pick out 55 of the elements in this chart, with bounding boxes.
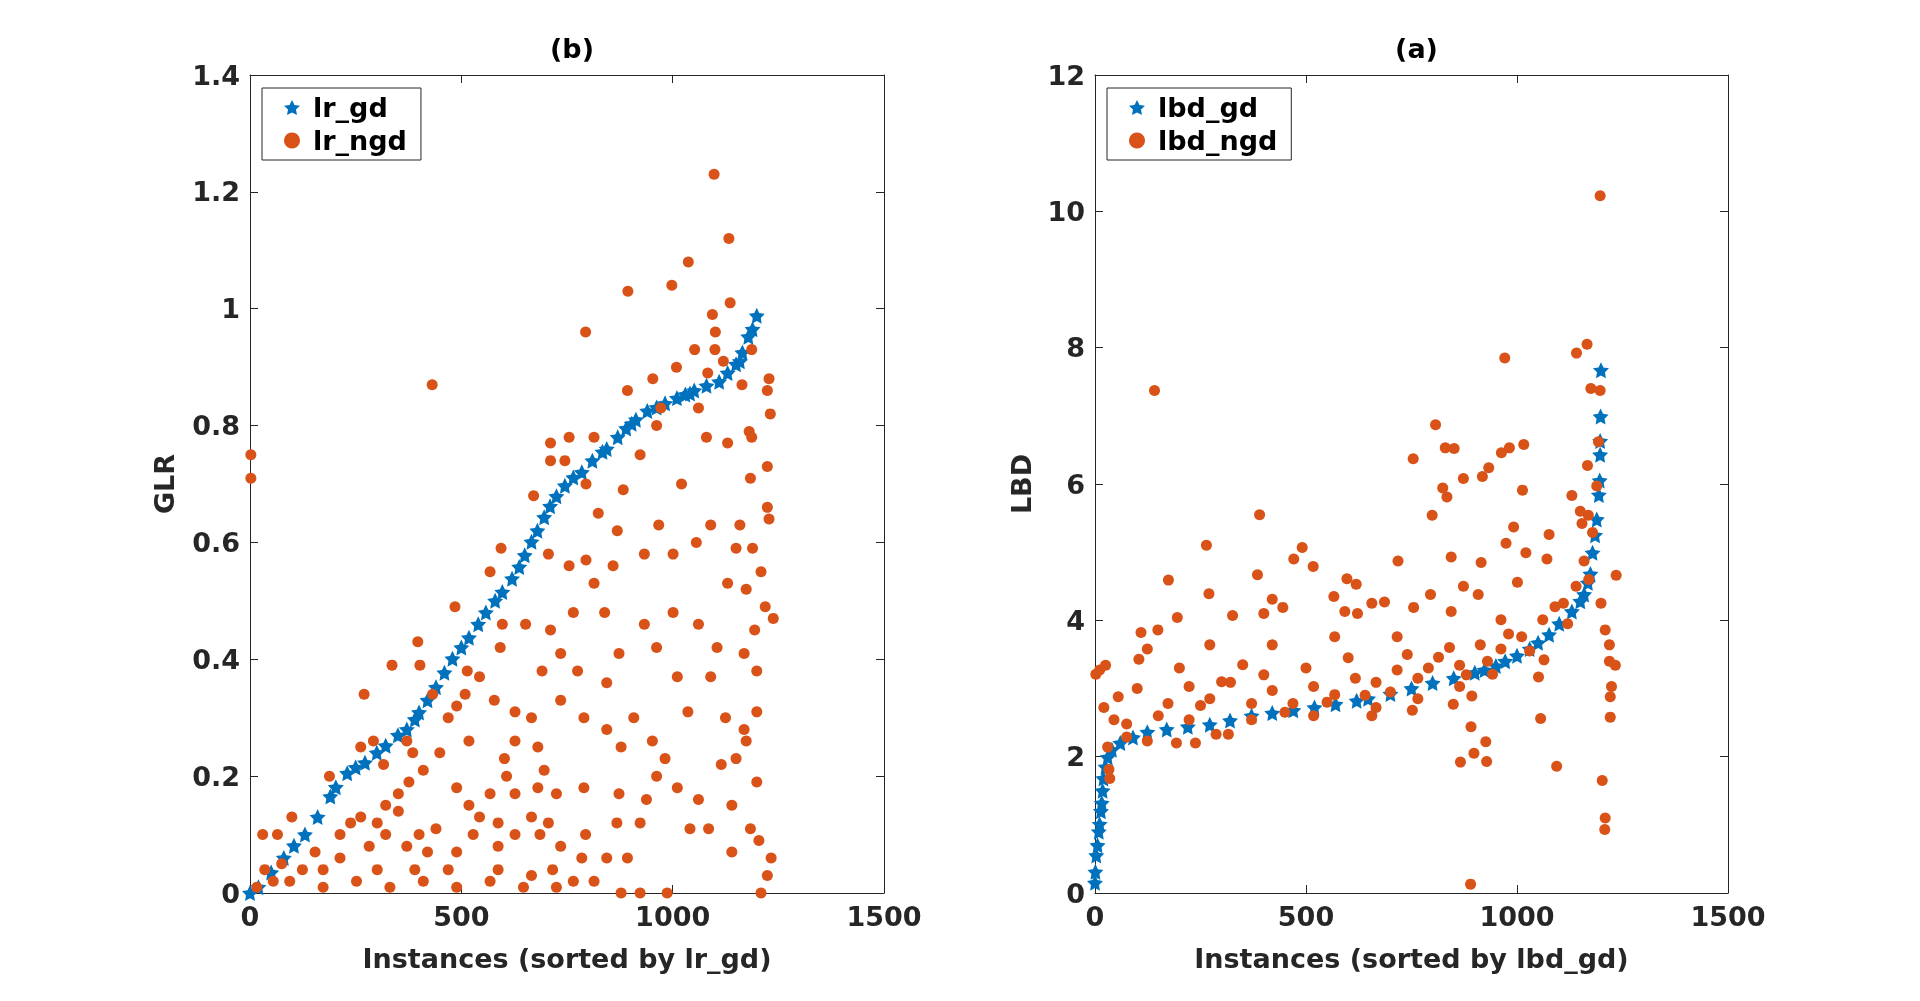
x-tick-label: 500 bbox=[433, 901, 490, 932]
point bbox=[1563, 603, 1580, 620]
point bbox=[1424, 675, 1441, 692]
y-tick-label: 1.4 bbox=[192, 59, 240, 91]
point bbox=[1592, 408, 1609, 425]
point bbox=[1592, 446, 1609, 463]
y-tick-label: 4 bbox=[1066, 604, 1085, 636]
point bbox=[1112, 735, 1129, 752]
y-tick-label: 8 bbox=[1066, 332, 1085, 364]
x-tick-label: 500 bbox=[1277, 901, 1335, 932]
x-axis-title: Instances (sorted by lbd_gd) bbox=[1194, 943, 1629, 974]
point bbox=[1592, 362, 1609, 379]
x-tick-label: 0 bbox=[240, 901, 260, 932]
y-tick-label: 0.4 bbox=[192, 643, 240, 675]
point bbox=[1201, 716, 1218, 733]
legend-label: lr_ngd bbox=[313, 125, 407, 156]
point bbox=[1087, 863, 1104, 880]
x-tick-label: 1500 bbox=[846, 901, 922, 932]
legend-label: lbd_gd bbox=[1158, 92, 1259, 123]
point bbox=[1094, 782, 1111, 799]
y-tick-label: 6 bbox=[1066, 468, 1085, 500]
y-tick-label: 0.2 bbox=[192, 760, 240, 792]
point bbox=[1530, 634, 1547, 651]
y-axis-title: LBD bbox=[1006, 453, 1037, 515]
legend-label: lr_gd bbox=[313, 92, 388, 123]
y-tick-label: 2 bbox=[1066, 741, 1085, 773]
point bbox=[1509, 647, 1525, 664]
x-tick-label: 1000 bbox=[1479, 901, 1555, 932]
point bbox=[1541, 626, 1558, 643]
y-tick-label: 1 bbox=[221, 293, 240, 325]
point bbox=[1089, 837, 1106, 854]
y-tick-label: 0 bbox=[1066, 877, 1085, 909]
point bbox=[1576, 586, 1593, 603]
x-axis-title: Instances (sorted by lr_gd) bbox=[362, 943, 772, 974]
y-tick-label: 1.2 bbox=[192, 176, 240, 208]
point bbox=[1348, 692, 1365, 709]
x-tick-label: 0 bbox=[1085, 901, 1105, 932]
legend-label: lbd_ngd bbox=[1158, 125, 1278, 156]
y-axis-title: GLR bbox=[149, 453, 180, 515]
x-tick-label: 1500 bbox=[1690, 901, 1766, 932]
point bbox=[1584, 544, 1601, 561]
x-tick-label: 1000 bbox=[635, 901, 711, 932]
chart-title: (b) bbox=[549, 33, 595, 64]
y-tick-label: 0 bbox=[221, 877, 240, 909]
point bbox=[1497, 653, 1514, 670]
y-tick-label: 10 bbox=[1047, 195, 1085, 227]
y-tick-label: 12 bbox=[1047, 59, 1085, 91]
point bbox=[1222, 712, 1239, 729]
y-tick-label: 0.6 bbox=[192, 526, 240, 558]
point bbox=[1264, 705, 1281, 722]
y-tick-label: 0.8 bbox=[192, 410, 240, 442]
chart-title: (a) bbox=[1395, 33, 1438, 64]
point bbox=[1158, 721, 1175, 738]
point bbox=[1403, 680, 1420, 697]
point bbox=[1091, 816, 1108, 833]
